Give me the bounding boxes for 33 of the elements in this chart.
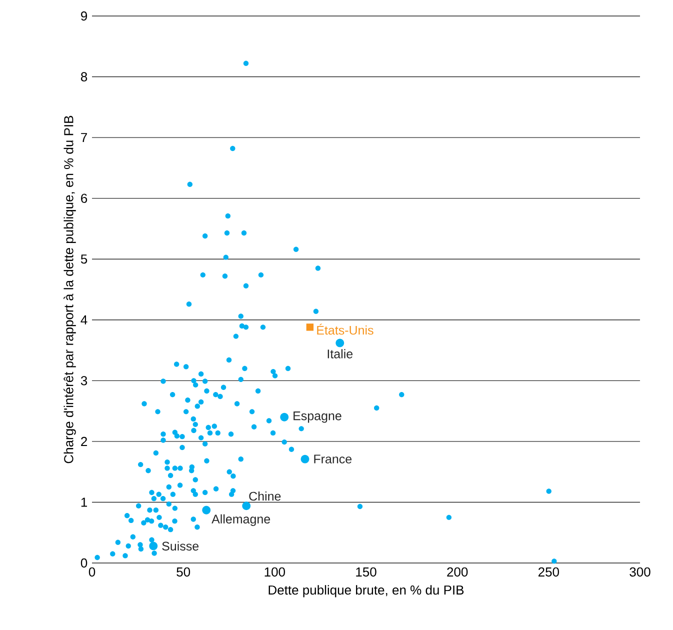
annotation: Espagne bbox=[294, 412, 342, 423]
point bbox=[280, 412, 289, 422]
x-tick-label: 0 bbox=[88, 567, 96, 577]
point bbox=[149, 542, 158, 550]
point bbox=[336, 338, 344, 348]
y-tick-label: 4 bbox=[80, 315, 88, 324]
x-axis-title: Dette publique brute, en % du PIB bbox=[268, 585, 464, 598]
annotation: Suisse bbox=[162, 541, 199, 551]
y-tick-label: 1 bbox=[81, 498, 87, 507]
y-tick-label: 7 bbox=[81, 133, 87, 142]
x-tick-label: 300 bbox=[630, 567, 650, 577]
y-tick-label: 3 bbox=[80, 376, 88, 386]
annotation: Italie bbox=[328, 349, 353, 358]
series-label: États-Unis bbox=[317, 324, 374, 335]
point bbox=[202, 506, 211, 514]
y-tick-label: 6 bbox=[81, 194, 88, 203]
y-tick-label: 5 bbox=[80, 254, 88, 264]
y-tick-label: 8 bbox=[80, 72, 88, 82]
x-tick-label: 100 bbox=[264, 567, 285, 577]
point bbox=[242, 502, 251, 510]
y-tick-label: 0 bbox=[80, 558, 88, 568]
y-axis-title: Charge d'intérêt par rapport à la dette publique, en % du PIB bbox=[64, 116, 76, 464]
annotation: France bbox=[314, 454, 352, 464]
x-tick-label: 150 bbox=[356, 567, 376, 577]
point bbox=[300, 454, 310, 464]
point bbox=[306, 324, 314, 331]
annotation: Allemagne bbox=[212, 514, 270, 526]
annotation: Chine bbox=[249, 491, 281, 501]
x-tick-label: 50 bbox=[176, 567, 190, 577]
x-tick-label: 250 bbox=[538, 567, 559, 577]
y-tick-label: 9 bbox=[81, 11, 88, 21]
x-tick-label: 200 bbox=[447, 567, 468, 577]
y-tick-label: 2 bbox=[81, 436, 87, 446]
